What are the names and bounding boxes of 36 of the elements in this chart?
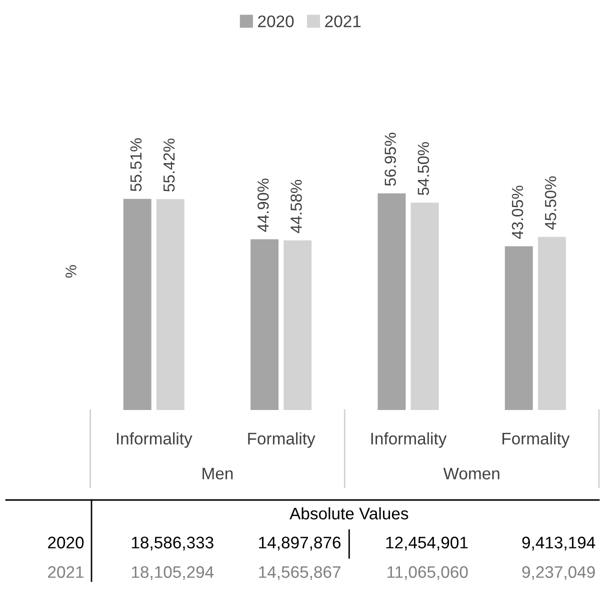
x-tick-label: Formality xyxy=(502,432,570,448)
text: Men xyxy=(202,468,233,480)
text: 9,237,049 xyxy=(522,566,595,580)
data-label: 43.05% xyxy=(512,186,524,239)
text: 2020 xyxy=(48,536,84,548)
bar xyxy=(538,236,566,410)
text: Absolute Values xyxy=(290,507,408,520)
bar xyxy=(123,198,152,410)
text: 12,454,901 xyxy=(386,536,468,550)
text: 11,065,060 xyxy=(388,566,468,580)
data-label: 56.95% xyxy=(384,132,396,186)
data-label: 45.50% xyxy=(544,176,556,230)
text: 18,105,294 xyxy=(132,566,214,580)
text: 14,565,867 xyxy=(259,566,340,580)
y-axis-title: % xyxy=(66,265,76,278)
text: 9,413,194 xyxy=(522,536,596,550)
data-label: 44.90% xyxy=(258,178,269,232)
bar xyxy=(504,246,533,410)
bar xyxy=(250,239,279,410)
bar xyxy=(410,202,439,410)
text: 18,586,333 xyxy=(132,536,214,550)
data-label: 55.42% xyxy=(163,138,175,192)
legend-label: 2021 xyxy=(325,15,361,28)
x-tick-label: Informality xyxy=(371,432,447,448)
x-tick-label: Informality xyxy=(116,432,192,448)
data-label: 55.51% xyxy=(130,138,142,192)
bar xyxy=(284,240,312,410)
text: 2021 xyxy=(48,566,84,578)
x-tick-label: Formality xyxy=(248,432,316,448)
bar xyxy=(156,199,184,410)
text: 14,897,876 xyxy=(259,536,341,550)
data-label: 44.58% xyxy=(290,180,302,234)
text: Women xyxy=(443,468,500,480)
bar xyxy=(378,193,406,410)
data-label: 54.50% xyxy=(418,142,430,196)
legend-label: 2020 xyxy=(258,15,294,28)
